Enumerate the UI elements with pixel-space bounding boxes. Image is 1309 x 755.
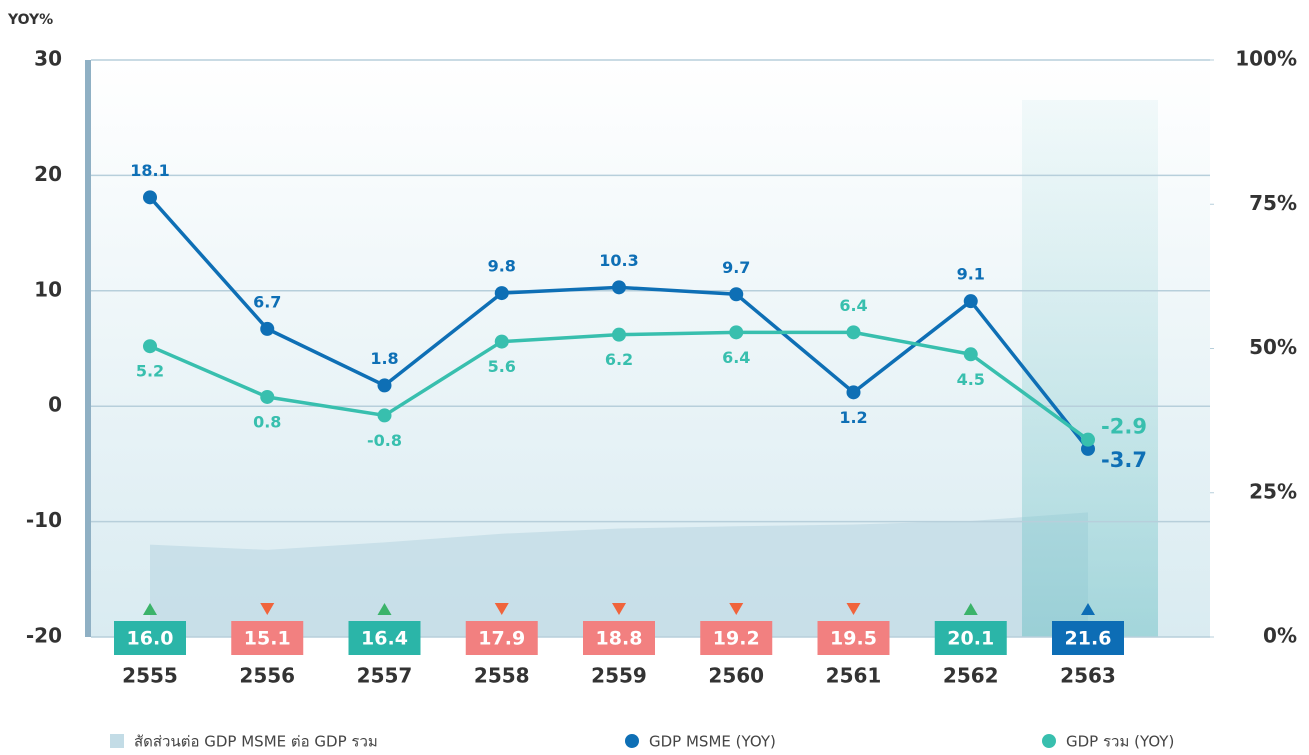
data-label: 16.4	[361, 628, 408, 650]
data-label: 21.6	[1065, 628, 1112, 650]
value-badge	[1052, 621, 1124, 655]
y2-tick-label: 100%	[1235, 47, 1297, 71]
point	[260, 321, 275, 336]
data-label: 9.7	[722, 258, 750, 277]
data-label: 18.1	[130, 161, 169, 180]
value-badge	[934, 621, 1007, 655]
trend-marker	[260, 603, 275, 615]
trend-marker	[963, 603, 978, 615]
point	[1081, 432, 1095, 447]
x-tick-label: 2563	[1060, 664, 1116, 688]
x-tick-label: 2556	[239, 664, 295, 688]
trend-marker	[143, 603, 157, 615]
point	[846, 325, 861, 340]
value-badge	[817, 621, 890, 655]
y2-tick-label: 0%	[1263, 624, 1297, 648]
data-label: 6.7	[253, 292, 281, 311]
x-tick-label: 2557	[357, 664, 413, 688]
legend-label: GDP รวม (YOY)	[1066, 733, 1174, 751]
data-label: 9.8	[488, 257, 516, 276]
y2-tick-label: 50%	[1249, 335, 1297, 359]
data-label: 4.5	[957, 370, 985, 389]
data-label: 19.2	[713, 628, 760, 650]
y-axis-title: YOY%	[7, 12, 53, 28]
value-badge	[465, 621, 538, 655]
point	[963, 347, 978, 362]
data-label: -2.9	[1101, 415, 1147, 439]
x-tick-label: 2555	[122, 664, 178, 688]
x-tick-label: 2562	[943, 664, 999, 688]
y-tick-label: 0	[48, 393, 62, 417]
point	[377, 408, 392, 423]
point	[143, 190, 157, 205]
data-label: 6.4	[722, 348, 750, 367]
point	[963, 294, 978, 309]
point	[494, 334, 509, 349]
y2-tick-label: 75%	[1249, 191, 1297, 215]
point	[846, 385, 861, 400]
y-tick-label: -20	[26, 624, 62, 648]
data-label: 6.2	[605, 350, 633, 369]
data-label: 9.1	[957, 265, 985, 284]
data-label: 17.9	[478, 628, 525, 650]
legend-label: GDP MSME (YOY)	[649, 733, 776, 751]
data-label: 6.4	[839, 296, 867, 315]
data-label: 5.6	[488, 357, 516, 376]
legend-swatch	[625, 734, 639, 748]
legend-swatch	[1042, 734, 1056, 748]
legend-swatch	[110, 734, 124, 748]
highlight-band	[1022, 100, 1158, 637]
y-tick-label: 20	[34, 162, 62, 186]
trend-marker	[1081, 603, 1095, 615]
point	[729, 325, 744, 340]
value-badge	[348, 621, 421, 655]
data-label: -0.8	[367, 431, 402, 450]
data-label: 16.0	[127, 628, 174, 650]
data-label: 1.2	[839, 408, 867, 427]
data-label: 20.1	[947, 628, 994, 650]
point	[494, 286, 509, 301]
point	[143, 339, 157, 354]
x-tick-label: 2559	[591, 664, 647, 688]
y2-tick-label: 25%	[1249, 479, 1297, 503]
trend-marker	[612, 603, 626, 615]
trend-marker	[494, 603, 509, 615]
trend-marker	[846, 603, 861, 615]
point	[260, 389, 275, 404]
data-label: 1.8	[370, 349, 398, 368]
value-badge	[114, 621, 186, 655]
data-label: 15.1	[244, 628, 291, 650]
value-badge	[700, 621, 773, 655]
legend-label: สัดส่วนต่อ GDP MSME ต่อ GDP รวม	[134, 733, 378, 751]
trend-marker	[729, 603, 744, 615]
data-label: -3.7	[1101, 448, 1147, 472]
y-tick-label: -10	[26, 508, 62, 532]
value-badge	[583, 621, 655, 655]
x-tick-label: 2561	[826, 664, 882, 688]
trend-marker	[377, 603, 392, 615]
point	[612, 280, 626, 295]
data-label: 5.2	[136, 362, 164, 381]
data-label: 19.5	[830, 628, 877, 650]
point	[729, 287, 744, 302]
data-label: 18.8	[596, 628, 643, 650]
x-tick-label: 2560	[708, 664, 764, 688]
data-label: 0.8	[253, 412, 281, 431]
data-label: 10.3	[599, 251, 638, 270]
x-tick-label: 2558	[474, 664, 530, 688]
value-badge	[231, 621, 304, 655]
point	[377, 378, 392, 393]
point	[612, 327, 626, 342]
y-tick-label: 10	[34, 277, 62, 301]
y-tick-label: 30	[34, 47, 62, 71]
